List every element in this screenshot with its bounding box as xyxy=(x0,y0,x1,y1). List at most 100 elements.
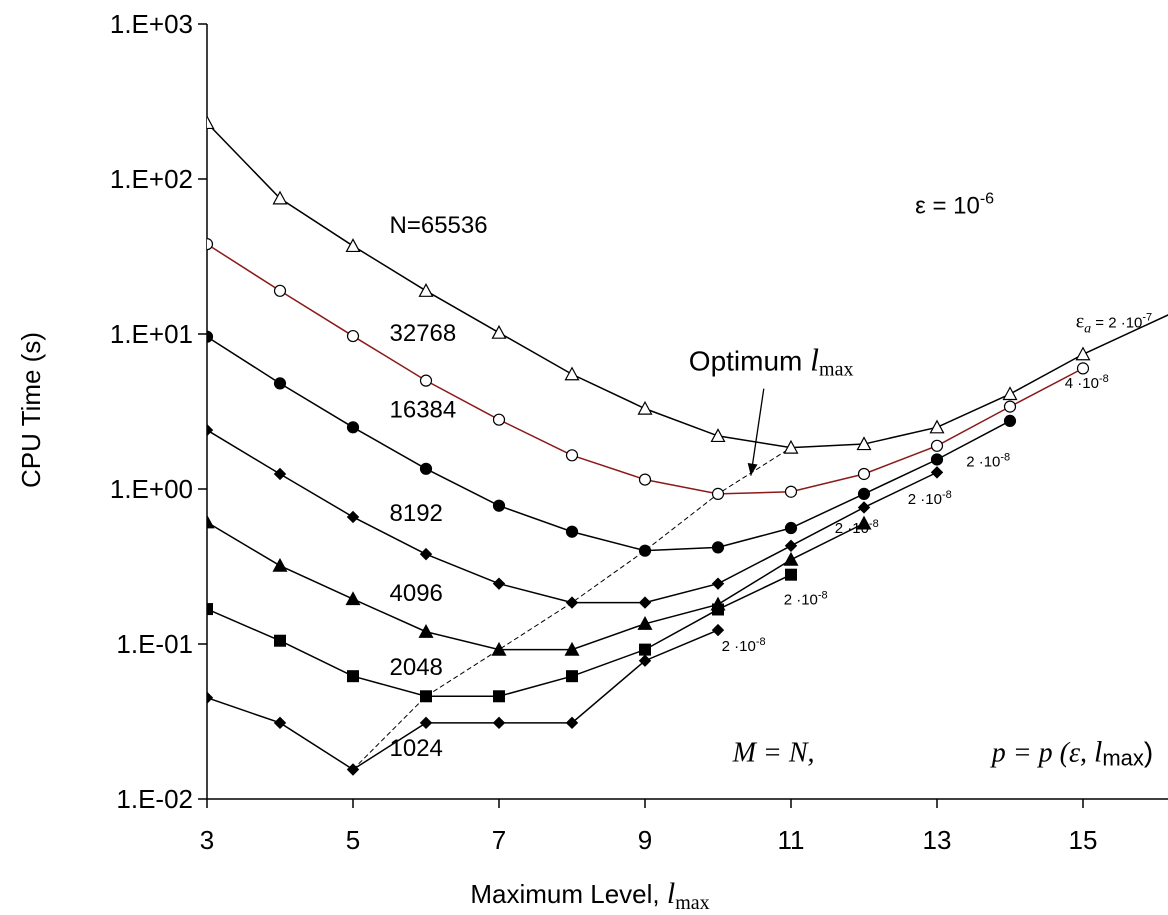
x-axis-label-subscript: max xyxy=(675,892,709,914)
epsilon-a-label-exp: -8 xyxy=(1099,373,1109,385)
square-filled-marker xyxy=(493,690,505,703)
diamond-filled-marker xyxy=(565,596,579,609)
square-filled-marker xyxy=(566,670,578,683)
optimum-label-symbol: l xyxy=(810,342,819,378)
circle-filled-marker xyxy=(930,453,944,466)
triangle-filled-marker xyxy=(418,623,434,638)
x-axis-label-text: Maximum Level, xyxy=(470,879,667,909)
diamond-filled-marker xyxy=(930,466,944,479)
circle-filled-marker xyxy=(419,462,433,475)
p-equation-symbol: l xyxy=(1094,735,1102,768)
diamond-filled-marker xyxy=(273,467,287,481)
epsilon-a-label-text: 2 ·10 xyxy=(966,453,1000,470)
x-tick-label: 3 xyxy=(200,825,214,855)
circle-filled-marker xyxy=(207,330,214,343)
circle-filled-marker xyxy=(1003,414,1017,428)
series-3 xyxy=(207,423,944,609)
diamond-filled-marker xyxy=(492,716,506,730)
triangle-open-marker xyxy=(856,436,872,451)
epsilon-a-label: 2 ·10-8 xyxy=(835,518,879,537)
series-layer xyxy=(207,115,1168,776)
diamond-filled-marker xyxy=(711,577,725,590)
circle-filled-marker xyxy=(711,541,725,554)
square-filled-marker xyxy=(274,634,286,647)
p-equation-text: p = p (ε, xyxy=(990,737,1094,768)
circle-filled-marker xyxy=(565,525,579,538)
circle-open-marker xyxy=(1076,362,1090,375)
diamond-filled-marker xyxy=(784,539,798,553)
diamond-filled-marker xyxy=(565,716,579,730)
triangle-open-marker xyxy=(783,439,799,454)
triangle-open-marker xyxy=(418,283,434,297)
series-label: 2048 xyxy=(390,654,443,681)
epsilon-a-label-exp: -8 xyxy=(1000,451,1010,463)
series-label: 4096 xyxy=(390,580,443,607)
triangle-open-marker xyxy=(929,419,945,434)
y-tick-label: 1.E+02 xyxy=(110,164,193,194)
triangle-open-marker xyxy=(564,366,580,381)
y-tick-label: 1.E-01 xyxy=(116,629,193,659)
series-line xyxy=(207,122,1168,449)
series-label: 32768 xyxy=(390,320,457,347)
triangle-open-marker xyxy=(637,400,653,415)
x-tick-label: 9 xyxy=(638,825,652,855)
epsilon-label-text: ε = 10 xyxy=(915,192,980,219)
circle-open-marker xyxy=(1003,400,1017,413)
epsilon-label-exp: -6 xyxy=(980,190,994,207)
square-filled-marker xyxy=(785,568,797,581)
epsilon-subscript: a xyxy=(1084,322,1091,337)
optimum-label-text: Optimum xyxy=(689,346,810,377)
circle-open-marker xyxy=(784,485,798,498)
triangle-filled-marker xyxy=(491,641,507,656)
x-tick-label: 15 xyxy=(1069,825,1098,855)
series-line xyxy=(207,629,719,771)
epsilon-a-label-exp: -8 xyxy=(756,636,766,648)
diamond-filled-marker xyxy=(273,716,287,730)
series-5 xyxy=(207,568,797,703)
square-filled-marker xyxy=(712,603,724,616)
p-equation-label: p = p (ε, lmax) xyxy=(990,735,1154,770)
circle-open-marker xyxy=(207,238,214,251)
x-axis-label: Maximum Level, lmax xyxy=(470,877,709,914)
circle-open-marker xyxy=(492,413,506,426)
triangle-filled-marker xyxy=(856,515,872,530)
triangle-open-marker xyxy=(1002,386,1018,401)
square-filled-marker xyxy=(420,690,432,703)
epsilon-a-label-exp: -8 xyxy=(942,489,952,501)
circle-open-marker xyxy=(857,467,871,481)
triangle-filled-marker xyxy=(637,616,653,630)
series-line xyxy=(207,336,1011,552)
triangle-open-marker xyxy=(345,238,361,253)
circle-filled-marker xyxy=(857,487,871,500)
circle-open-marker xyxy=(419,374,433,387)
diamond-filled-marker xyxy=(638,654,652,667)
series-1 xyxy=(207,238,1090,500)
circle-open-marker xyxy=(273,284,287,297)
triangle-open-marker xyxy=(207,115,215,130)
epsilon-a-label: 4 ·10-8 xyxy=(1065,373,1109,392)
epsilon-a-eq: = 2 ·10 xyxy=(1091,315,1142,332)
epsilon-a-label: 2 ·10-8 xyxy=(908,489,952,508)
triangle-open-marker xyxy=(710,428,726,443)
series-0 xyxy=(207,115,1168,454)
diamond-filled-marker xyxy=(857,501,871,514)
triangle-open-marker xyxy=(272,190,288,205)
epsilon-a-label-text: 2 ·10 xyxy=(908,491,942,508)
circle-open-marker xyxy=(638,473,652,486)
series-label: N=65536 xyxy=(390,212,488,239)
epsilon-label: ε = 10-6 xyxy=(915,190,994,219)
y-tick-label: 1.E+00 xyxy=(110,474,193,504)
series-6 xyxy=(207,623,725,776)
epsilon-a-label-text: 2 ·10 xyxy=(784,591,818,608)
series-line xyxy=(207,521,865,651)
series-label: 8192 xyxy=(390,500,443,527)
series-4 xyxy=(207,514,872,656)
x-tick-label: 11 xyxy=(778,825,805,855)
circle-filled-marker xyxy=(784,521,798,535)
diamond-filled-marker xyxy=(711,623,725,637)
epsilon-a-label-exp: -8 xyxy=(869,518,879,530)
epsilon-symbol: ε xyxy=(1076,311,1084,333)
optimum-label-subscript: max xyxy=(819,359,853,381)
